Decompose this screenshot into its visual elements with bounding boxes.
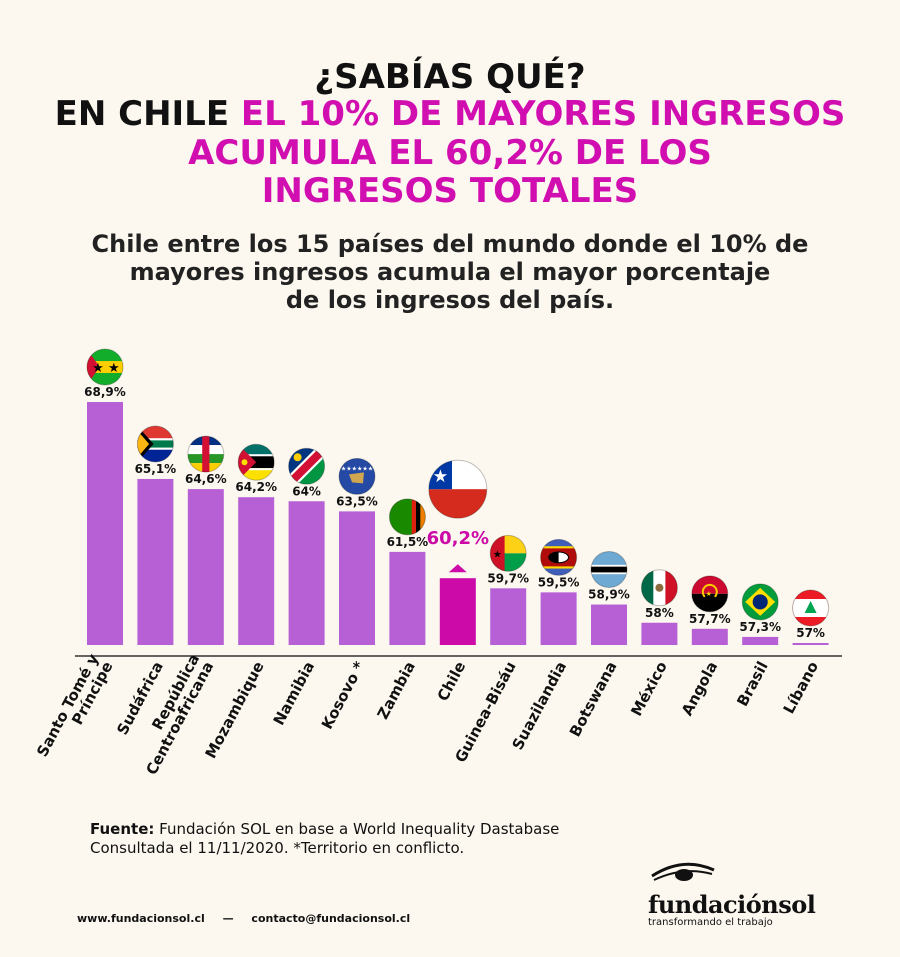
mozambique-flag [237, 443, 275, 481]
bar-10 [591, 604, 627, 645]
value-label-9: 59,5% [538, 575, 580, 589]
source-text: Fundación SOL en base a World Inequality… [154, 820, 560, 838]
source-label: Fuente: [90, 820, 155, 838]
guinea-bissau-flag: ★ [489, 534, 527, 572]
bar-chart: 68,9%★ ★Santo Tomé yPríncipe65,1%Sudáfri… [33, 348, 842, 778]
x-label-11: México [627, 658, 671, 719]
x-label-14: Líbano [780, 658, 822, 716]
car-flag [187, 435, 225, 473]
headline-line-3: ACUMULA EL 60,2% DE LOS [188, 133, 712, 173]
subtitle-line-1: Chile entre los 15 países del mundo dond… [91, 230, 809, 258]
bar-12 [691, 628, 728, 645]
svg-text:★: ★ [493, 549, 502, 560]
logo: fundaciónsol transformando el trabajo [648, 860, 816, 928]
footer: www.fundacionsol.cl — contacto@fundacion… [77, 912, 424, 925]
headline-accent: EL 10% DE MAYORES INGRESOS [240, 94, 846, 134]
value-label-13: 57,3% [739, 620, 781, 634]
kosovo-flag: ★★★★★★ [338, 457, 376, 495]
value-label-11: 58% [645, 606, 674, 620]
eswatini-flag [540, 538, 578, 576]
zambia-flag [388, 498, 426, 536]
botswana-flag [590, 551, 628, 589]
bar-5 [339, 511, 375, 645]
x-label-10: Botswana [566, 658, 621, 739]
svg-text:★ ★: ★ ★ [92, 361, 119, 376]
angola-flag: ★ [691, 575, 729, 613]
headline-line-2: EN CHILE EL 10% DE MAYORES INGRESOS [0, 95, 900, 133]
x-label-4: Namibia [270, 658, 318, 728]
lebanon-flag [792, 589, 830, 627]
bar-8 [490, 588, 527, 645]
subtitle-line-3: de los ingresos del país. [285, 286, 615, 314]
x-label-12: Angola [678, 658, 721, 718]
bar-7 [439, 578, 476, 645]
x-label-7: Chile [434, 658, 470, 704]
value-label-2: 64,6% [185, 472, 227, 486]
bar-9 [540, 592, 577, 645]
value-label-10: 58,9% [588, 588, 630, 602]
chart-subtitle: Chile entre los 15 países del mundo dond… [90, 230, 810, 314]
bar-3 [238, 497, 275, 645]
value-label-14: 57% [796, 626, 825, 640]
footer-website[interactable]: www.fundacionsol.cl [77, 912, 205, 925]
value-label-3: 64,2% [235, 480, 277, 494]
bar-14 [792, 643, 829, 645]
bar-0 [87, 402, 123, 645]
bar-4 [288, 501, 325, 645]
value-label-12: 57,7% [689, 612, 731, 626]
value-label-1: 65,1% [135, 462, 177, 476]
footer-separator: — [222, 912, 234, 925]
x-label-5: Kosovo * [318, 658, 369, 732]
logo-tagline: transformando el trabajo [648, 917, 773, 928]
mexico-flag [640, 569, 678, 607]
chile-flag: ★ [428, 459, 488, 519]
x-label-6: Zambia [374, 658, 419, 722]
svg-text:★★★★★★: ★★★★★★ [341, 465, 373, 472]
bar-13 [742, 636, 779, 645]
highlight-marker [448, 564, 467, 573]
bar-6 [389, 551, 426, 645]
value-label-4: 64% [292, 484, 321, 498]
value-label-5: 63,5% [336, 494, 378, 508]
brazil-flag [741, 583, 779, 621]
value-label-0: 68,9% [84, 385, 126, 399]
x-label-13: Brasil [733, 658, 772, 709]
value-label-6: 61,5% [387, 535, 429, 549]
source-note: Fuente: Fundación SOL en base a World In… [90, 820, 559, 858]
value-label-8: 59,7% [487, 571, 529, 585]
logo-name: fundaciónsol [648, 890, 816, 919]
value-label-7: 60,2% [427, 528, 489, 549]
x-label-9: Suazilandia [509, 658, 571, 752]
bar-1 [137, 478, 174, 645]
headline-question: ¿SABÍAS QUÉ? [314, 57, 586, 97]
headline-line-4: INGRESOS TOTALES [261, 171, 639, 211]
headline-en-chile: EN CHILE [54, 94, 241, 134]
eye-icon [651, 862, 715, 881]
source-line-2: Consultada el 11/11/2020. *Territorio en… [90, 839, 465, 857]
bar-11 [641, 622, 678, 645]
x-label-0: Santo Tomé yPríncipe [33, 651, 116, 768]
subtitle-line-2: mayores ingresos acumula el mayor porcen… [129, 258, 771, 286]
sao-tome-flag: ★ ★ [86, 348, 124, 386]
south-africa-flag [136, 425, 174, 463]
bar-2 [187, 489, 224, 645]
svg-text:★: ★ [433, 467, 449, 487]
namibia-flag [288, 447, 326, 485]
svg-text:★: ★ [706, 590, 712, 598]
footer-email[interactable]: contacto@fundacionsol.cl [251, 912, 411, 925]
